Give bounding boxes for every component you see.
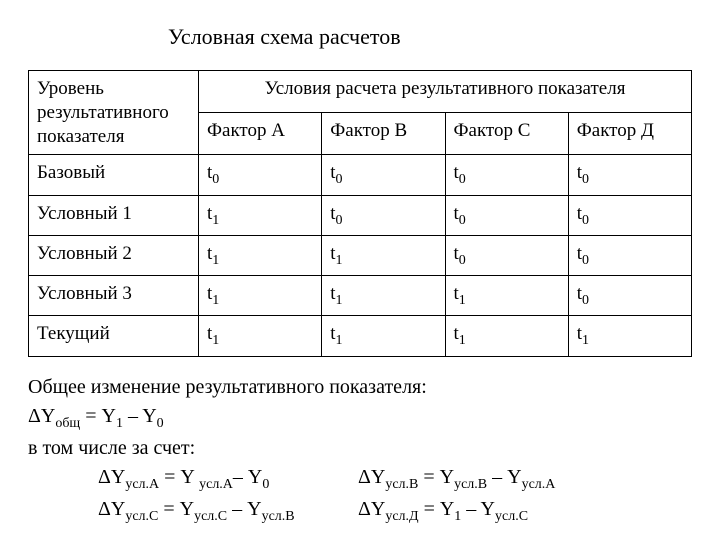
table-cell: t1 [199,316,322,356]
note-line-1: Общее изменение результативного показате… [28,373,692,402]
col-header-conditions: Условия расчета результативного показате… [199,71,692,113]
table-cell: t0 [568,276,691,316]
table-cell: t0 [445,155,568,195]
row-label: Условный 1 [29,195,199,235]
table-cell: t0 [322,155,445,195]
row-label: Условный 3 [29,276,199,316]
formula-b: ΔYусл.В = Yусл.В – Yусл.А [358,463,555,495]
table-cell: t0 [568,235,691,275]
formula-c: ΔYусл.С = Yусл.С – Yусл.В [98,495,358,527]
table-cell: t1 [322,235,445,275]
formula-a: ΔYусл.А = Y усл.А– Y0 [98,463,358,495]
table-row: Базовыйt0t0t0t0 [29,155,692,195]
note-line-2: ΔYобщ = Y1 – Y0 [28,402,692,434]
table-cell: t0 [445,195,568,235]
table-cell: t1 [445,316,568,356]
table-cell: t0 [568,195,691,235]
table-cell: t1 [199,276,322,316]
table-row: Текущийt1t1t1t1 [29,316,692,356]
row-label: Условный 2 [29,235,199,275]
col-header-factor-c: Фактор С [445,113,568,155]
table-row: Условный 3t1t1t1t0 [29,276,692,316]
table-body: Базовыйt0t0t0t0Условный 1t1t0t0t0Условны… [29,155,692,356]
col-header-level: Уровень результативного показателя [29,71,199,155]
table-cell: t1 [568,316,691,356]
page-title: Условная схема расчетов [28,24,692,50]
table-row: Условный 2t1t1t0t0 [29,235,692,275]
table-cell: t1 [445,276,568,316]
table-header-row-1: Уровень результативного показателя Услов… [29,71,692,113]
table-cell: t1 [322,276,445,316]
formula-d: ΔYусл.Д = Y1 – Yусл.С [358,495,528,527]
col-header-factor-b: Фактор В [322,113,445,155]
table-cell: t0 [322,195,445,235]
note-line-3: в том числе за счет: [28,434,692,463]
table-cell: t1 [322,316,445,356]
formula-notes: Общее изменение результативного показате… [28,373,692,528]
page: Условная схема расчетов Уровень результа… [0,0,720,528]
table-cell: t0 [445,235,568,275]
table-cell: t0 [199,155,322,195]
row-label: Текущий [29,316,199,356]
formula-row-1: ΔYусл.А = Y усл.А– Y0 ΔYусл.В = Yусл.В –… [28,463,692,495]
table-cell: t1 [199,195,322,235]
col-header-factor-d: Фактор Д [568,113,691,155]
formula-row-2: ΔYусл.С = Yусл.С – Yусл.В ΔYусл.Д = Y1 –… [28,495,692,527]
calc-scheme-table: Уровень результативного показателя Услов… [28,70,692,357]
table-row: Условный 1t1t0t0t0 [29,195,692,235]
table-cell: t1 [199,235,322,275]
table-cell: t0 [568,155,691,195]
row-label: Базовый [29,155,199,195]
col-header-factor-a: Фактор А [199,113,322,155]
